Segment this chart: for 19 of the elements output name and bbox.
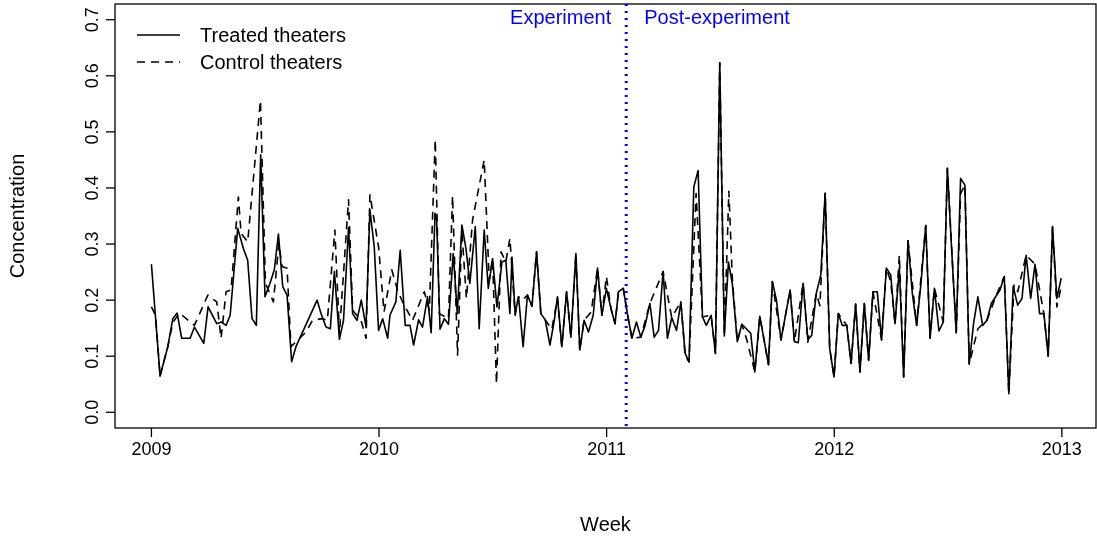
x-tick-label: 2010 — [359, 439, 400, 459]
x-tick-label: 2009 — [131, 439, 172, 459]
y-tick-label: 0.4 — [82, 175, 102, 201]
annotation: Experiment — [510, 6, 612, 28]
legend-label: Treated theaters — [200, 24, 347, 46]
x-tick-label: 2013 — [1041, 439, 1082, 459]
x-tick-label: 2011 — [587, 439, 626, 459]
y-tick-label: 0.0 — [82, 399, 102, 425]
y-tick-label: 0.2 — [82, 287, 102, 313]
y-tick-label: 0.5 — [82, 119, 102, 145]
x-tick-label: 2012 — [814, 439, 855, 459]
legend-label: Control theaters — [200, 51, 343, 73]
y-tick-label: 0.7 — [82, 7, 102, 33]
y-tick-label: 0.3 — [82, 231, 102, 257]
y-axis-title: Concentration — [6, 153, 28, 279]
x-axis-title: Week — [580, 513, 632, 535]
y-tick-label: 0.1 — [82, 343, 102, 369]
y-tick-label: 0.6 — [82, 63, 102, 89]
annotation: Post-experiment — [644, 6, 791, 28]
